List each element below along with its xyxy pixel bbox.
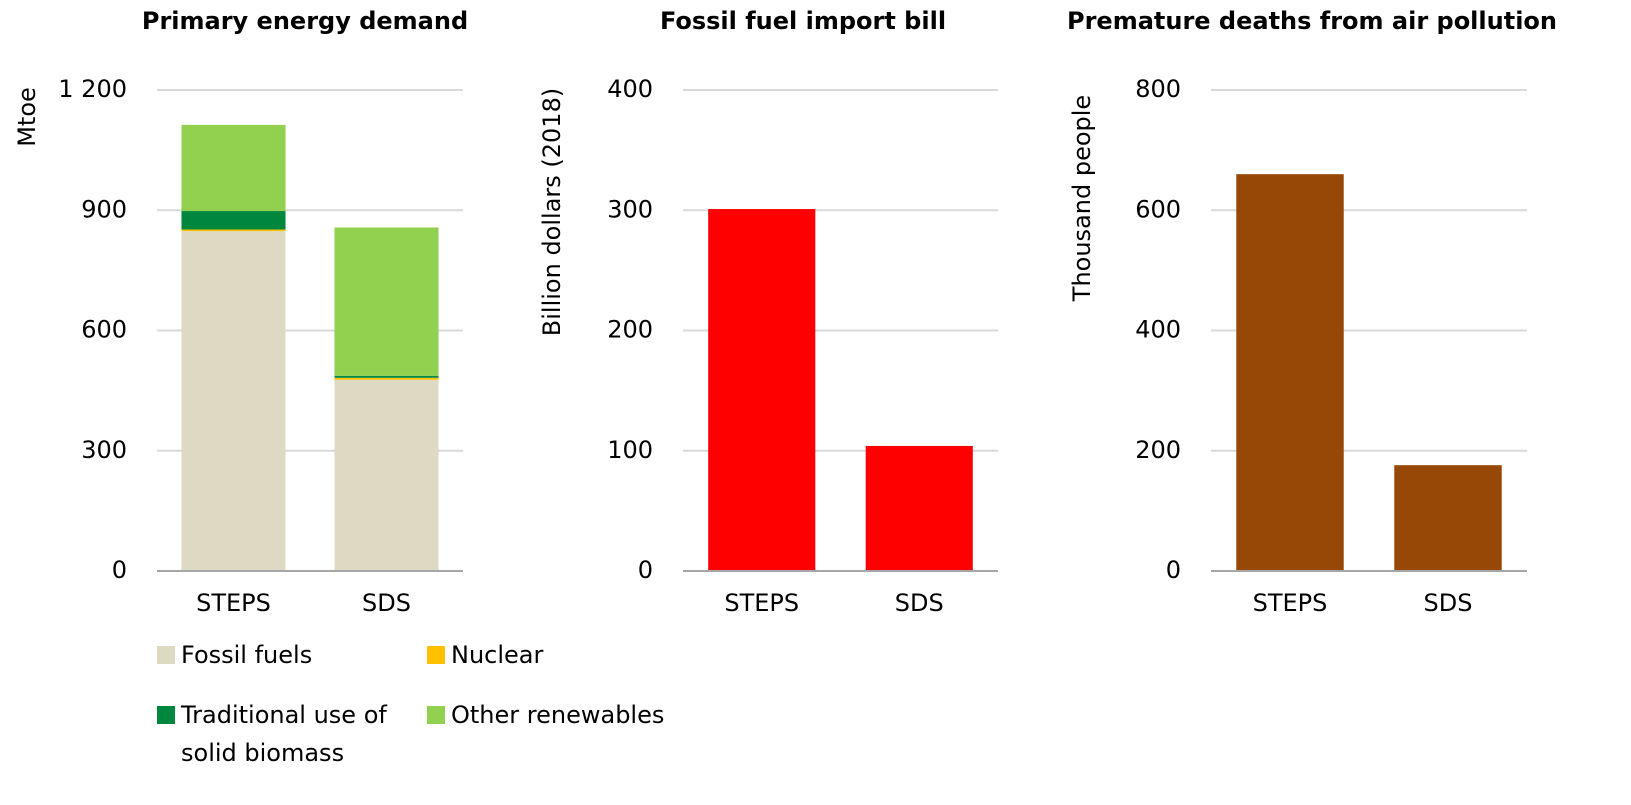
y-axis-label: Billion dollars (2018) — [538, 88, 566, 336]
chart-title: Fossil fuel import bill — [660, 7, 946, 35]
bar-segment — [334, 227, 439, 376]
legend-item: Fossil fuels — [157, 636, 427, 674]
legend-item: Traditional use of solid biomass — [157, 696, 427, 772]
bar-segment — [181, 124, 286, 212]
y-tick-label: 600 — [81, 316, 127, 344]
bar-segment — [181, 229, 286, 232]
x-tick-label: SDS — [1424, 589, 1473, 617]
bar — [1236, 174, 1344, 572]
legend-swatch — [157, 646, 175, 664]
legend-item: Other renewables — [427, 696, 697, 772]
x-tick-label: SDS — [362, 589, 411, 617]
y-tick-label: 900 — [81, 195, 127, 223]
legend-label: Fossil fuels — [181, 641, 313, 669]
bar — [1394, 465, 1502, 571]
y-tick-label: 600 — [1135, 195, 1181, 223]
x-tick-label: SDS — [895, 589, 944, 617]
y-tick-label: 0 — [1166, 556, 1181, 584]
y-tick-label: 100 — [607, 436, 653, 464]
bar — [865, 445, 973, 571]
y-tick-label: 300 — [81, 436, 127, 464]
x-tick-label: STEPS — [1253, 589, 1328, 617]
y-tick-label: 0 — [112, 556, 127, 584]
bar — [708, 209, 816, 572]
x-tick-label: STEPS — [196, 589, 271, 617]
legend-swatch — [427, 706, 445, 724]
legend-label: Traditional use of solid biomass — [181, 701, 387, 767]
y-tick-label: 300 — [607, 195, 653, 223]
y-tick-label: 1 200 — [58, 75, 127, 103]
bar-segment — [181, 231, 286, 572]
x-tick-label: STEPS — [724, 589, 799, 617]
legend-swatch — [427, 646, 445, 664]
y-tick-label: 400 — [1135, 316, 1181, 344]
y-tick-label: 200 — [607, 316, 653, 344]
y-axis-label: Thousand people — [1068, 95, 1096, 302]
y-tick-label: 0 — [638, 556, 653, 584]
bar-segment — [334, 375, 439, 378]
y-tick-label: 400 — [607, 75, 653, 103]
legend-label: Other renewables — [451, 701, 665, 729]
legend-swatch — [157, 706, 175, 724]
legend: Fossil fuels Nuclear Traditional use of so… — [157, 636, 697, 772]
bar-segment — [181, 211, 286, 230]
chart-title: Premature deaths from air pollution — [1067, 7, 1557, 35]
y-axis-label: Mtoe — [13, 87, 41, 147]
bar-segment — [334, 377, 439, 380]
y-tick-label: 200 — [1135, 436, 1181, 464]
y-tick-label: 800 — [1135, 75, 1181, 103]
legend-label: Nuclear — [451, 641, 544, 669]
charts: Primary energy demand Mtoe 0 300 600 900 1 200… — [13, 7, 1557, 617]
legend-item: Nuclear — [427, 636, 697, 674]
chart-title: Primary energy demand — [142, 7, 468, 35]
bar-segment — [334, 379, 439, 571]
